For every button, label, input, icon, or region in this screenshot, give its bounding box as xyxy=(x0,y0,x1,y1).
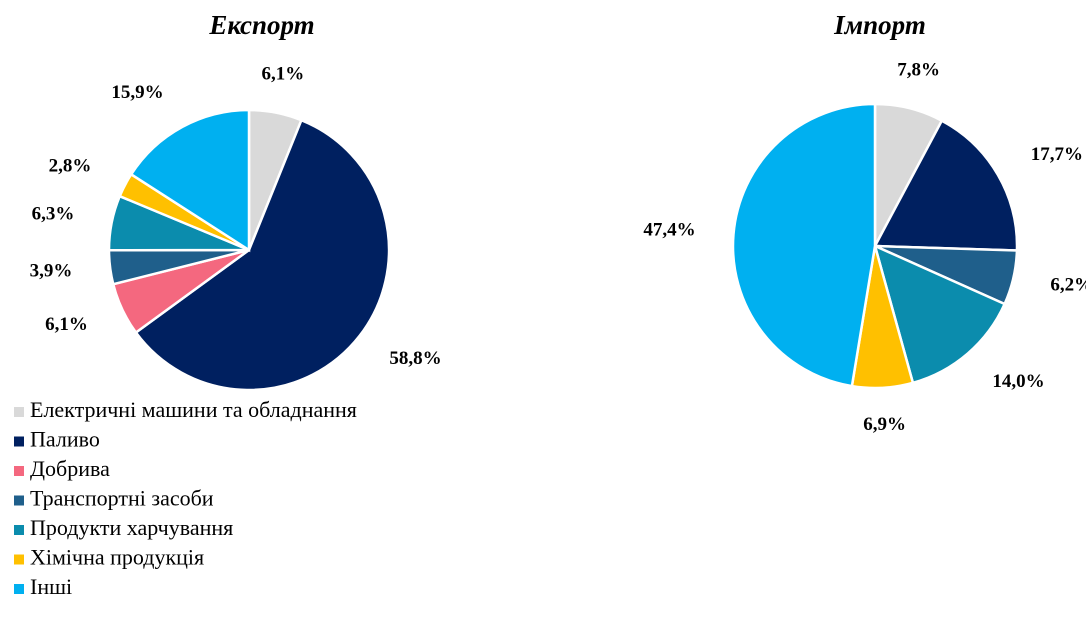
data-label: 58,8% xyxy=(389,348,441,369)
data-label: 47,4% xyxy=(643,220,695,241)
data-label: 6,9% xyxy=(863,414,906,435)
pie-slice xyxy=(129,108,251,253)
data-label: 2,8% xyxy=(49,156,92,177)
data-label: 15,9% xyxy=(111,82,163,103)
pie-slice xyxy=(731,102,877,388)
data-label: 6,3% xyxy=(32,204,75,225)
legend-swatch xyxy=(14,584,24,594)
legend-label: Добрива xyxy=(30,456,110,481)
pie-slice xyxy=(873,243,1007,385)
legend-swatch xyxy=(14,525,24,535)
data-label: 6,2% xyxy=(1050,275,1086,296)
pie-slice xyxy=(134,118,391,392)
data-label: 6,1% xyxy=(45,314,88,335)
legend-label: Хімічна продукція xyxy=(30,545,204,570)
data-label: 17,7% xyxy=(1031,144,1083,165)
legend-swatch xyxy=(14,495,24,506)
legend-label: Паливо xyxy=(30,427,100,452)
pie-slice xyxy=(872,119,1019,252)
legend-swatch xyxy=(14,436,24,447)
chart-title: Експорт xyxy=(208,10,314,40)
data-label: 7,8% xyxy=(897,60,940,81)
legend-label: Продукти харчування xyxy=(30,515,233,540)
data-label: 6,1% xyxy=(262,64,305,85)
legend-swatch xyxy=(14,554,24,565)
data-label: 14,0% xyxy=(992,371,1044,392)
chart-title: Імпорт xyxy=(833,10,926,40)
legend-label: Інші xyxy=(30,574,72,599)
data-label: 3,9% xyxy=(30,260,73,281)
legend-swatch xyxy=(14,407,24,417)
legend-swatch xyxy=(14,466,24,476)
legend-label: Електричні машини та обладнання xyxy=(30,397,357,422)
legend-label: Транспортні засоби xyxy=(30,486,214,511)
